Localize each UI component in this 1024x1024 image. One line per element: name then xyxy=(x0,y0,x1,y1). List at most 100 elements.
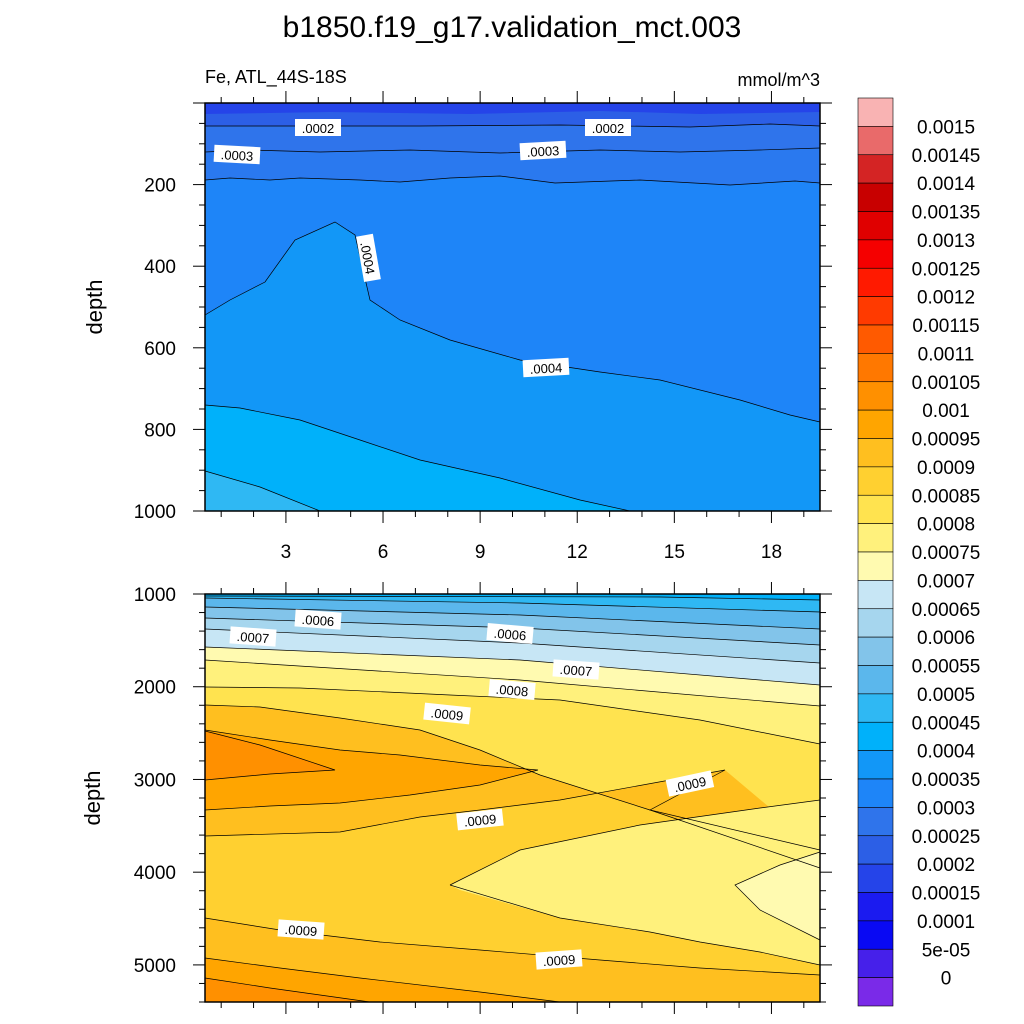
colorbar-label: 0.00145 xyxy=(912,146,981,167)
colorbar-label: 0.00095 xyxy=(912,430,981,451)
y-tick-label: 5000 xyxy=(134,956,176,977)
colorbar-label: 0.00125 xyxy=(912,259,981,280)
colorbar-label: 0.0009 xyxy=(917,458,975,479)
contour-label-text: .0003 xyxy=(220,147,253,164)
colorbar-label: 0.00055 xyxy=(912,657,981,678)
contour-label: .0009 xyxy=(665,770,715,797)
colorbar-swatch xyxy=(857,665,894,695)
colorbar-swatch xyxy=(857,523,894,553)
colorbar-swatch xyxy=(857,863,894,893)
contour-label: .0009 xyxy=(423,702,471,725)
contour-label: .0006 xyxy=(486,623,534,644)
contour-label-bg xyxy=(277,919,325,940)
colorbar-swatch xyxy=(857,580,894,610)
contour-label-bg xyxy=(519,140,567,161)
x-tick-label: 12 xyxy=(567,542,588,563)
colorbar-swatch xyxy=(857,892,894,922)
colorbar-swatch xyxy=(857,182,894,212)
colorbar-swatch xyxy=(857,296,894,326)
contour-label-bg xyxy=(535,949,583,970)
contour-label: .0003 xyxy=(519,140,567,161)
y-tick-label: 200 xyxy=(144,176,176,197)
contour-label: .0002 xyxy=(295,119,341,136)
lower-band-00085-core xyxy=(450,800,820,965)
contour-label-text: .0004 xyxy=(357,241,377,276)
contour-labels: .0002 .0002 .0003 .0003 .0004 .0004 .0006 .0006… xyxy=(213,119,715,970)
y-tick-label: 1000 xyxy=(134,585,176,606)
y-tick-label: 800 xyxy=(144,420,176,441)
colorbar-label: 0.00015 xyxy=(912,884,981,905)
contour-label-bg xyxy=(552,659,600,680)
contour-label-text: .0009 xyxy=(284,922,318,939)
contour-label-text: .0009 xyxy=(673,774,708,795)
colorbar-label: 0.0006 xyxy=(917,628,975,649)
lower-band-bottom-001 xyxy=(205,978,370,1002)
colorbar-swatch xyxy=(857,636,894,666)
colorbar-label: 0.0001 xyxy=(917,912,975,933)
colorbar-label: 0.0004 xyxy=(917,742,976,763)
colorbar: 0.0015 0.00145 0.0014 0.00135 0.0013 0.00125 0… xyxy=(857,97,981,1007)
colorbar-label: 0.0013 xyxy=(917,231,975,252)
contour-label: .0004 xyxy=(356,233,381,283)
colorbar-swatch xyxy=(857,494,894,524)
x-tick-label: 18 xyxy=(761,542,782,563)
colorbar-label: 0.00035 xyxy=(912,770,981,791)
x-tick-label: 3 xyxy=(281,542,292,563)
lower-band-0005 xyxy=(205,596,820,612)
colorbar-label: 0.0005 xyxy=(917,685,975,706)
colorbar-swatch xyxy=(857,97,894,127)
colorbar-swatch xyxy=(857,239,894,269)
contour-label-bg xyxy=(295,119,341,136)
colorbar-label: 0.00085 xyxy=(912,486,981,507)
colorbar-label: 0.0012 xyxy=(917,288,975,309)
colorbar-label: 0.0007 xyxy=(917,571,975,592)
lower-band-0008-core xyxy=(735,852,820,940)
contour-label-bg xyxy=(665,770,715,797)
colorbar-label: 0.00115 xyxy=(912,316,979,337)
colorbar-swatch xyxy=(857,948,894,978)
axis-ticks xyxy=(193,91,832,1014)
x-tick-label: 15 xyxy=(664,542,685,563)
subtitle-left: Fe, ATL_44S-18S xyxy=(205,67,347,88)
y-tick-label: 1000 xyxy=(134,502,176,523)
upper-band-0003 xyxy=(205,148,820,185)
x-tick-label: 6 xyxy=(378,542,389,563)
colorbar-label: 0 xyxy=(941,969,952,990)
contour-label-text: .0003 xyxy=(526,143,559,160)
contour-label-bg xyxy=(488,679,536,700)
contour-label-bg xyxy=(423,702,471,725)
colorbar-label: 0.0003 xyxy=(917,798,975,819)
colorbar-label: 0.00025 xyxy=(912,827,981,848)
contour-label: .0008 xyxy=(488,679,536,700)
colorbar-swatch xyxy=(857,693,894,723)
upper-band-0004-low xyxy=(205,222,820,511)
colorbar-swatch xyxy=(857,126,894,156)
colorbar-swatch xyxy=(857,721,894,751)
colorbar-swatch xyxy=(857,608,894,638)
colorbar-label: 0.001 xyxy=(922,401,970,422)
upper-band-00025 xyxy=(205,124,820,153)
lower-band-00075 xyxy=(205,647,820,706)
colorbar-label: 0.0008 xyxy=(917,515,975,536)
colorbar-label: 5e-05 xyxy=(922,940,971,961)
contour-label: .0009 xyxy=(277,919,325,940)
contour-label-text: .0002 xyxy=(592,121,625,136)
y-tick-label: 4000 xyxy=(134,863,176,884)
lower-ylabel: depth xyxy=(80,770,105,825)
upper-surface-dark xyxy=(205,103,820,114)
colorbar-swatch xyxy=(857,381,894,411)
contour-label-bg xyxy=(486,623,534,644)
lower-band-0009 xyxy=(205,705,820,868)
contour-label-text: .0006 xyxy=(493,626,527,644)
contour-label-text: .0007 xyxy=(236,629,270,646)
chart-title: b1850.f19_g17.validation_mct.003 xyxy=(283,11,742,44)
contour-label: .0009 xyxy=(535,949,583,970)
colorbar-swatch xyxy=(857,353,894,383)
upper-panel xyxy=(204,102,821,512)
contour-label-text: .0007 xyxy=(559,662,593,679)
contour-label-text: .0009 xyxy=(463,811,497,829)
colorbar-label: 0.00045 xyxy=(912,713,981,734)
y-tick-label: 3000 xyxy=(134,770,176,791)
contour-label-bg xyxy=(585,119,631,136)
